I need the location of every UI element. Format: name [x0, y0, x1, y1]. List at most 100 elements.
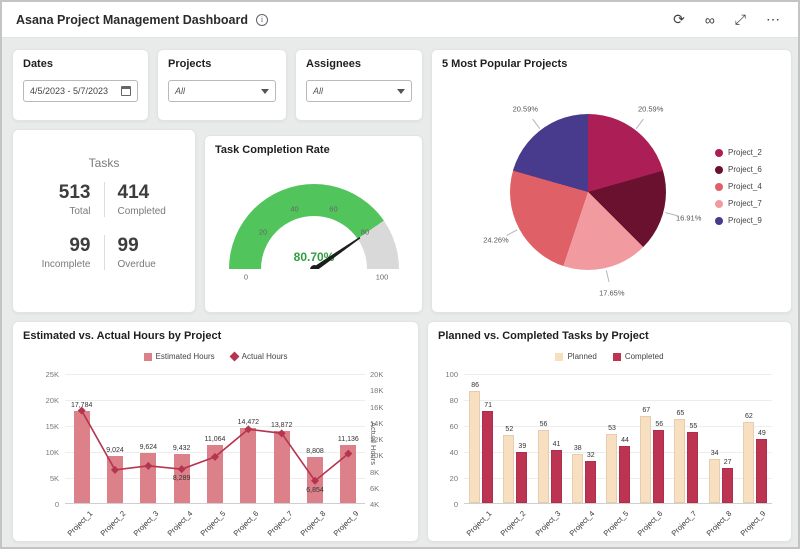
- refresh-icon[interactable]: ⟳: [673, 11, 685, 27]
- legend-item[interactable]: Project_4: [715, 182, 762, 191]
- completed-bar[interactable]: [653, 430, 665, 503]
- bar-value-label: 56: [539, 421, 548, 429]
- stat-label: Incomplete: [41, 259, 91, 270]
- estimated-hours-bar[interactable]: [240, 427, 257, 503]
- y-axis-tick: 10K: [45, 448, 59, 457]
- legend-swatch: [715, 199, 723, 208]
- actual-hours-line[interactable]: [65, 374, 365, 509]
- legend-item-estimated[interactable]: Estimated Hours: [143, 352, 215, 361]
- planned-bar[interactable]: [469, 391, 481, 503]
- pie-slice-label: 17.65%: [599, 288, 625, 298]
- y-axis-tick: 0: [453, 500, 458, 509]
- header: Asana Project Management Dashboard i ⟳ ∞ ⤢…: [2, 2, 798, 38]
- stat-label: Completed: [117, 206, 166, 217]
- completed-bar[interactable]: [584, 461, 596, 503]
- gauge: 80.70% 0 20 40 60 80 100: [229, 184, 399, 286]
- bar-value-label: 13,872: [270, 421, 293, 429]
- estimated-hours-bar[interactable]: [207, 445, 223, 503]
- y-axis-tick: 25K: [45, 370, 59, 379]
- fullscreen-icon[interactable]: ⤢: [734, 11, 746, 27]
- y-axis-tick: 80: [449, 396, 458, 405]
- estimated-hours-bar[interactable]: [173, 453, 190, 503]
- gauge-tick-label: 80: [360, 227, 370, 237]
- legend-item[interactable]: Project_7: [715, 199, 762, 208]
- hours-chart-card: Estimated vs. Actual Hours by Project Es…: [12, 321, 419, 542]
- gridline: [464, 400, 772, 401]
- y-axis-tick-right: 12K: [370, 435, 384, 444]
- gridline: [65, 374, 365, 375]
- legend-item-planned[interactable]: Planned: [555, 352, 597, 361]
- hours-plot: Estimated Hours Actual Hours 25K20K15K10…: [46, 370, 384, 538]
- gauge-tick-label: 40: [290, 204, 299, 214]
- bar-value-label: 11,136: [337, 436, 359, 444]
- stat-incomplete: 99 Incomplete: [13, 235, 104, 270]
- y-axis-tick-right: 20K: [370, 370, 384, 379]
- bar-value-label: 67: [642, 406, 651, 414]
- y-axis-tick-right: 8K: [370, 467, 380, 477]
- legend-item[interactable]: Project_9: [715, 216, 762, 225]
- legend-item[interactable]: Project_2: [715, 148, 762, 157]
- gauge-title: Task Completion Rate: [215, 144, 330, 156]
- legend-swatch: [612, 352, 621, 361]
- planned-bar[interactable]: [571, 453, 583, 503]
- stat-completed: 414 Completed: [105, 182, 196, 217]
- completed-bar[interactable]: [482, 410, 494, 503]
- gauge-pivot: [310, 265, 319, 269]
- completed-bar[interactable]: [755, 439, 767, 503]
- tasks-title: Tasks: [88, 156, 120, 170]
- estimated-hours-bar[interactable]: [107, 456, 123, 503]
- calendar-icon: [121, 86, 131, 96]
- line-value-label: 6,854: [306, 486, 324, 494]
- planned-bar[interactable]: [674, 418, 686, 503]
- stat-overdue: 99 Overdue: [105, 235, 196, 270]
- legend-swatch: [555, 352, 564, 361]
- y-axis-tick-right: 10K: [370, 451, 384, 461]
- glasses-icon[interactable]: ∞: [704, 11, 715, 28]
- legend-item-completed[interactable]: Completed: [612, 352, 664, 361]
- completed-bar[interactable]: [721, 467, 733, 503]
- planned-bar[interactable]: [606, 434, 617, 503]
- projects-select[interactable]: All: [168, 80, 276, 102]
- more-icon[interactable]: ⋯: [766, 11, 780, 27]
- planned-bar[interactable]: [708, 458, 720, 503]
- bar-value-label: 14,472: [237, 418, 260, 426]
- planned-bar[interactable]: [537, 430, 549, 503]
- y-axis-tick: 5K: [49, 474, 59, 483]
- date-range-control[interactable]: [23, 80, 138, 102]
- bar-value-label: 17,784: [70, 401, 93, 409]
- legend-swatch: [715, 148, 723, 157]
- chevron-down-icon: [397, 88, 405, 94]
- legend-item-actual[interactable]: Actual Hours: [229, 351, 287, 362]
- info-icon[interactable]: i: [256, 13, 269, 26]
- assignees-select-value: All: [313, 86, 324, 96]
- y-axis-tick: 20: [449, 474, 458, 483]
- page-title: Asana Project Management Dashboard: [16, 12, 249, 27]
- bar-value-label: 11,064: [204, 436, 226, 444]
- stat-label: Total: [69, 206, 91, 217]
- y-axis-tick-right: 6K: [370, 483, 380, 493]
- date-range-input[interactable]: [30, 86, 117, 96]
- divider: [103, 235, 105, 270]
- assignees-select[interactable]: All: [306, 80, 412, 102]
- gridline: [464, 426, 772, 427]
- pie-chart[interactable]: [510, 114, 666, 270]
- legend-item[interactable]: Project_6: [715, 165, 762, 174]
- bar-value-label: 32: [586, 452, 595, 460]
- tasks-card: Tasks 513 Total 414 Completed 99 Incompl…: [12, 129, 196, 313]
- planned-bar[interactable]: [742, 422, 754, 503]
- completed-bar[interactable]: [619, 445, 630, 503]
- stat-value: 414: [117, 182, 150, 203]
- estimated-hours-bar[interactable]: [273, 430, 290, 503]
- planned-bar[interactable]: [640, 415, 652, 503]
- completed-bar[interactable]: [687, 431, 699, 503]
- bar-value-label: 56: [655, 421, 664, 429]
- stat-label: Overdue: [117, 259, 156, 270]
- estimated-hours-bar[interactable]: [73, 410, 90, 503]
- gauge-tick-label: 100: [375, 272, 389, 282]
- completed-bar[interactable]: [516, 452, 528, 503]
- planned-bar[interactable]: [503, 435, 515, 503]
- pie-slice-label: 16.91%: [675, 213, 702, 223]
- gauge-tick-label: 20: [258, 227, 268, 237]
- completed-bar[interactable]: [550, 449, 562, 503]
- estimated-hours-bar[interactable]: [340, 445, 357, 503]
